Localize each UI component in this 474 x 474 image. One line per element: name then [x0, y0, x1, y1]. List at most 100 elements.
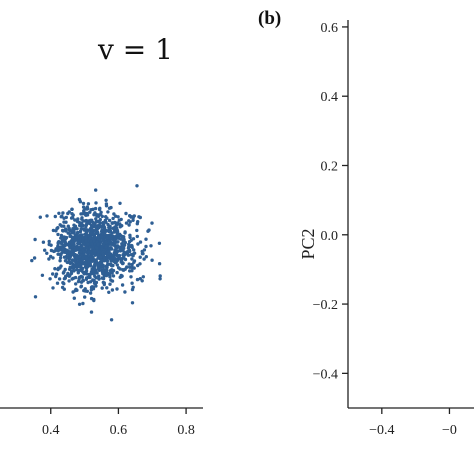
scatter-point — [48, 277, 52, 281]
scatter-point — [100, 247, 104, 251]
scatter-point — [61, 211, 65, 215]
scatter-point — [87, 259, 91, 264]
scatter-point — [77, 277, 81, 281]
scatter-point — [70, 207, 74, 211]
scatter-point — [58, 223, 62, 227]
scatter-point — [142, 257, 146, 261]
scatter-point — [45, 251, 49, 255]
scatter-point — [122, 238, 126, 242]
scatter-point — [57, 277, 62, 281]
scatter-point — [77, 254, 81, 259]
scatter-point — [56, 241, 60, 246]
scatter-point — [76, 217, 80, 221]
scatter-point — [84, 266, 89, 270]
scatter-point — [124, 221, 129, 225]
scatter-point — [104, 198, 108, 202]
scatter-point — [135, 234, 139, 239]
scatter-point — [120, 259, 124, 263]
scatter-point — [71, 229, 75, 233]
scatter-point — [84, 276, 89, 280]
scatter-point — [85, 205, 90, 209]
scatter-point — [85, 246, 90, 250]
scatter-point — [130, 245, 134, 249]
scatter-point — [94, 217, 98, 221]
scatter-point — [116, 232, 120, 237]
scatter-point — [83, 295, 87, 299]
scatter-point — [126, 253, 131, 257]
scatter-point — [112, 256, 117, 260]
scatter-point — [82, 272, 86, 276]
scatter-point — [74, 238, 78, 242]
scatter-point — [75, 288, 79, 292]
scatter-point — [115, 228, 119, 232]
scatter-point — [125, 265, 129, 269]
scatter-point — [75, 268, 79, 272]
panel-a-x-ticks: 0.4 0.6 0.8 — [42, 408, 195, 438]
scatter-point — [94, 284, 98, 288]
scatter-point — [140, 279, 144, 283]
scatter-point — [88, 245, 93, 249]
scatter-point — [112, 230, 117, 234]
scatter-point — [79, 274, 84, 279]
panel-a-annotation: v = 1 — [97, 33, 173, 66]
scatter-point — [79, 227, 83, 231]
scatter-point — [81, 256, 85, 260]
panel-a-x-tick-label: 0.6 — [110, 423, 128, 438]
scatter-point — [94, 225, 98, 230]
scatter-point — [94, 201, 98, 205]
scatter-point — [72, 269, 76, 273]
scatter-point — [47, 242, 51, 247]
scatter-point — [76, 271, 81, 275]
scatter-point — [121, 268, 125, 272]
scatter-point — [60, 285, 65, 290]
scatter-point — [130, 257, 134, 261]
scatter-point — [62, 220, 66, 224]
scatter-point — [68, 273, 72, 277]
scatter-point — [128, 235, 132, 240]
scatter-point — [95, 213, 99, 217]
scatter-point — [51, 228, 56, 233]
scatter-point — [88, 280, 93, 284]
scatter-point — [52, 249, 56, 254]
scatter-point — [118, 225, 123, 229]
scatter-point — [57, 246, 61, 250]
scatter-point — [110, 221, 115, 225]
scatter-point — [81, 266, 85, 271]
scatter-point — [97, 274, 101, 278]
scatter-point — [129, 275, 133, 279]
scatter-point — [63, 259, 68, 263]
scatter-point — [73, 224, 78, 228]
scatter-point — [108, 274, 112, 278]
panel-b-y-tick-label: 0.2 — [321, 160, 339, 175]
scatter-point — [89, 208, 93, 212]
scatter-point — [53, 214, 57, 219]
scatter-point — [115, 250, 119, 255]
scatter-point — [96, 242, 100, 247]
scatter-point — [104, 244, 109, 249]
scatter-point — [100, 235, 104, 239]
scatter-point — [84, 269, 89, 273]
panel-b-y-tick-label: 0.0 — [321, 229, 339, 244]
panel-b: (b) PC2 0.6 0.4 0.2 0.0 −0.2 −0.4 −0.4 −0 — [258, 8, 474, 438]
scatter-point — [81, 301, 85, 306]
scatter-point — [92, 239, 96, 243]
scatter-point — [65, 242, 69, 246]
scatter-point — [87, 250, 92, 254]
scatter-point — [121, 253, 125, 257]
scatter-point — [82, 288, 86, 293]
panel-b-label: (b) — [258, 8, 281, 29]
scatter-point — [105, 259, 109, 263]
scatter-point — [63, 276, 67, 280]
scatter-point — [54, 272, 59, 276]
scatter-point — [82, 228, 87, 232]
scatter-point — [100, 258, 104, 263]
scatter-point — [91, 245, 95, 250]
scatter-point — [67, 267, 72, 271]
scatter-point — [79, 280, 84, 284]
scatter-point — [146, 229, 150, 233]
scatter-point — [57, 211, 61, 215]
scatter-point — [118, 249, 123, 253]
scatter-point — [123, 241, 127, 245]
panel-b-y-tick-label: −0.4 — [313, 367, 338, 382]
